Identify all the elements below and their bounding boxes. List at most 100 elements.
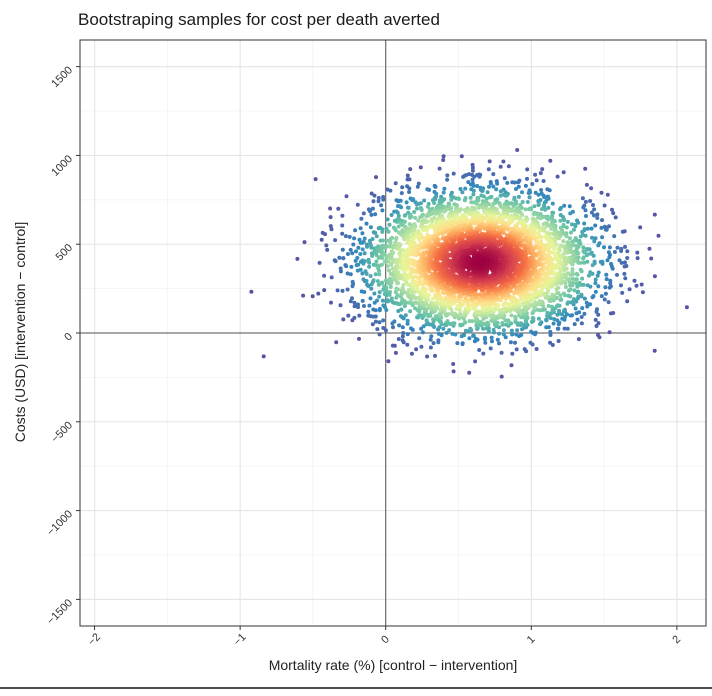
data-point [471, 333, 476, 338]
data-point [509, 328, 514, 333]
data-point [581, 205, 586, 210]
data-point [522, 325, 527, 330]
data-point [625, 249, 630, 254]
data-point [310, 294, 315, 299]
data-point [649, 256, 654, 261]
data-point [570, 267, 575, 272]
data-point [386, 229, 391, 234]
data-point [599, 225, 604, 230]
data-point [398, 243, 402, 248]
data-point [474, 201, 479, 206]
data-point [596, 321, 601, 326]
data-point [373, 272, 378, 277]
data-point [613, 215, 618, 220]
data-point [503, 193, 508, 198]
data-point [329, 275, 334, 280]
data-point [381, 197, 386, 202]
data-point [369, 245, 374, 250]
data-point [374, 234, 379, 239]
data-point [377, 269, 382, 273]
data-point [417, 238, 422, 242]
data-point [531, 225, 536, 230]
data-point [580, 196, 585, 201]
data-point [405, 332, 410, 337]
data-point [419, 344, 424, 349]
data-point [487, 159, 492, 164]
data-point [533, 330, 538, 335]
data-point [600, 235, 605, 240]
data-point [533, 300, 538, 305]
data-point [593, 289, 598, 294]
data-point [652, 274, 657, 279]
data-point [522, 347, 527, 352]
data-point [397, 323, 402, 328]
data-point [602, 245, 606, 250]
data-point [388, 244, 393, 249]
data-point [403, 313, 408, 318]
data-point [538, 171, 543, 176]
data-point [595, 216, 600, 220]
data-point [491, 217, 495, 222]
data-point [541, 222, 546, 227]
data-point [428, 345, 433, 350]
data-point [593, 223, 598, 228]
data-point [490, 313, 495, 318]
data-point [514, 187, 518, 191]
data-point [364, 271, 369, 276]
data-point [369, 191, 374, 196]
data-point [354, 249, 358, 254]
data-point [340, 288, 345, 293]
data-point [652, 348, 657, 353]
data-point [594, 324, 599, 328]
data-point [514, 332, 519, 337]
data-point [481, 326, 486, 331]
data-point [399, 307, 404, 312]
data-point [562, 307, 567, 312]
data-point [578, 267, 583, 272]
data-point [369, 286, 374, 291]
data-point [370, 237, 375, 241]
data-point [396, 224, 401, 229]
data-point [638, 225, 643, 230]
data-point [544, 216, 549, 221]
data-point [417, 290, 421, 295]
data-point [537, 299, 542, 304]
data-point [491, 172, 496, 177]
data-point [549, 215, 554, 220]
data-point [545, 223, 550, 228]
data-point [418, 215, 423, 220]
data-point [458, 312, 463, 317]
data-point [495, 302, 500, 307]
data-point [595, 307, 599, 312]
data-point [553, 254, 558, 259]
data-point [505, 211, 510, 216]
data-point [515, 148, 520, 152]
data-point [634, 283, 639, 288]
data-point [328, 224, 333, 229]
data-point [463, 320, 468, 325]
data-point [458, 216, 463, 221]
data-point [544, 317, 548, 322]
data-point [462, 333, 466, 338]
data-point [517, 313, 522, 318]
data-point [379, 262, 384, 267]
data-point [358, 226, 363, 231]
data-point [534, 178, 539, 183]
data-point [348, 299, 353, 304]
data-point [323, 232, 327, 237]
data-point [402, 219, 407, 224]
data-point [550, 292, 555, 297]
data-point [585, 253, 589, 258]
data-point [599, 190, 604, 195]
data-point [365, 244, 369, 249]
data-point [396, 280, 401, 285]
data-point [484, 196, 489, 201]
data-point [485, 190, 490, 195]
data-point [583, 166, 588, 171]
data-point [353, 228, 358, 233]
data-point [407, 190, 412, 194]
data-point [338, 269, 343, 274]
data-point [475, 184, 480, 188]
data-point [380, 238, 385, 243]
data-point [534, 347, 539, 351]
